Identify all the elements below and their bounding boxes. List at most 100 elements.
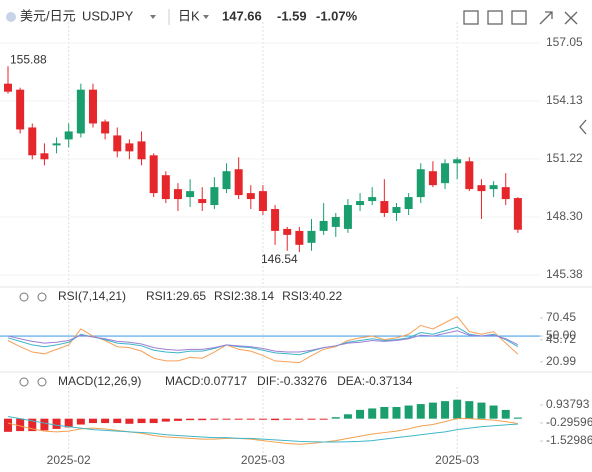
period[interactable]: 日K — [178, 8, 200, 23]
candle-body — [101, 121, 110, 134]
candle-body — [319, 220, 328, 231]
y-tick-label: 148.30 — [546, 209, 583, 223]
close-button[interactable] — [564, 11, 578, 25]
candle-body — [453, 159, 462, 164]
candle-body — [52, 143, 61, 146]
macd-bar — [210, 418, 219, 420]
macd-bar — [441, 401, 450, 419]
side-arrow[interactable] — [579, 119, 587, 135]
macd-bar — [331, 417, 340, 419]
macd-bar — [113, 418, 122, 424]
candle-body — [295, 230, 304, 245]
settings-icon[interactable] — [37, 292, 47, 302]
macd-bar — [234, 418, 243, 420]
rsi-line — [7, 330, 519, 353]
macd-bar — [52, 418, 61, 429]
candle-body — [380, 201, 389, 213]
y-tick-label: 20.99 — [546, 354, 576, 368]
macd-bar — [64, 418, 73, 428]
candle-body — [392, 207, 401, 213]
y-tick-label: 154.13 — [546, 93, 583, 107]
macd-bar — [246, 418, 255, 420]
rsi-line — [7, 315, 519, 364]
flag-icon — [6, 12, 16, 22]
visibility-icon[interactable] — [19, 377, 29, 387]
pair-name: 美元/日元 — [20, 8, 76, 23]
macd-bar — [283, 418, 292, 420]
macd-bar — [380, 406, 389, 419]
candle-body — [258, 191, 267, 212]
candle-body — [465, 161, 474, 190]
chart-type-button[interactable] — [511, 10, 527, 25]
candle-body — [113, 135, 122, 152]
candle-body — [501, 187, 510, 200]
visibility-icon[interactable] — [19, 292, 29, 302]
y-tick-label: -0.29596 — [546, 415, 592, 429]
macd-bar — [101, 418, 110, 424]
candle-body — [137, 141, 146, 160]
macd-bar — [489, 405, 498, 419]
candle-body — [28, 127, 37, 156]
macd-bar — [465, 401, 474, 419]
candle-body — [149, 155, 158, 194]
change: -1.59 — [277, 8, 307, 23]
macd-bar — [161, 418, 170, 422]
dropdown-caret[interactable] — [203, 15, 209, 19]
macd-bar — [28, 418, 37, 432]
settings-icon[interactable] — [37, 377, 47, 387]
macd-bar — [319, 418, 328, 420]
legend-entry: DEA:-0.37134 — [337, 374, 413, 388]
candle-body — [4, 83, 12, 92]
candle-body — [186, 191, 195, 198]
candle-body — [210, 187, 219, 206]
y-tick-label: 45.72 — [546, 332, 576, 346]
candle-body — [368, 197, 377, 202]
y-tick-label: 145.38 — [546, 267, 583, 281]
candle-body — [343, 205, 352, 229]
candle-body — [271, 209, 280, 231]
symbol[interactable]: USDJPY — [82, 8, 134, 23]
macd-bar — [513, 417, 522, 419]
candle-body — [234, 169, 243, 196]
x-tick-label: 2025-03 — [435, 453, 479, 467]
x-tick-label: 2025-03 — [241, 453, 285, 467]
candle-body — [283, 228, 292, 235]
macd-bar — [258, 418, 267, 420]
macd-bar — [16, 418, 25, 432]
macd-bar — [501, 409, 510, 419]
macd-bar — [4, 418, 12, 432]
y-tick-label: -1.52986 — [546, 433, 592, 447]
macd-bar — [222, 418, 231, 420]
macd-bar — [149, 418, 158, 424]
macd-bar — [428, 402, 437, 419]
high-annotation: 155.88 — [10, 52, 47, 66]
macd-bar — [88, 418, 97, 424]
indicator-title: RSI(7,14,21) — [58, 289, 126, 303]
macd-bar — [392, 406, 401, 419]
candle-body — [331, 216, 340, 227]
macd-bar — [416, 404, 425, 419]
macd-bar — [307, 418, 316, 420]
candle-body — [16, 89, 25, 130]
candle-body — [404, 197, 413, 210]
candle-body — [428, 171, 437, 186]
candle-body — [513, 198, 522, 230]
y-tick-label: 0.93793 — [546, 397, 590, 411]
dropdown-caret[interactable] — [150, 15, 156, 19]
y-tick-label: 70.45 — [546, 310, 576, 324]
macd-bar — [343, 414, 352, 419]
settings-button[interactable] — [487, 10, 503, 25]
macd-bar — [477, 402, 486, 419]
macd-bar — [76, 418, 85, 425]
candle-body — [356, 201, 365, 206]
candle-body — [246, 193, 255, 200]
macd-bar — [368, 408, 377, 419]
expand-button[interactable] — [539, 11, 553, 25]
indicator-button[interactable] — [463, 10, 479, 25]
candle-body — [441, 163, 450, 184]
y-tick-label: 151.22 — [546, 151, 583, 165]
candle-body — [198, 199, 207, 204]
macd-bar — [356, 409, 365, 419]
low-annotation: 146.54 — [261, 252, 298, 266]
